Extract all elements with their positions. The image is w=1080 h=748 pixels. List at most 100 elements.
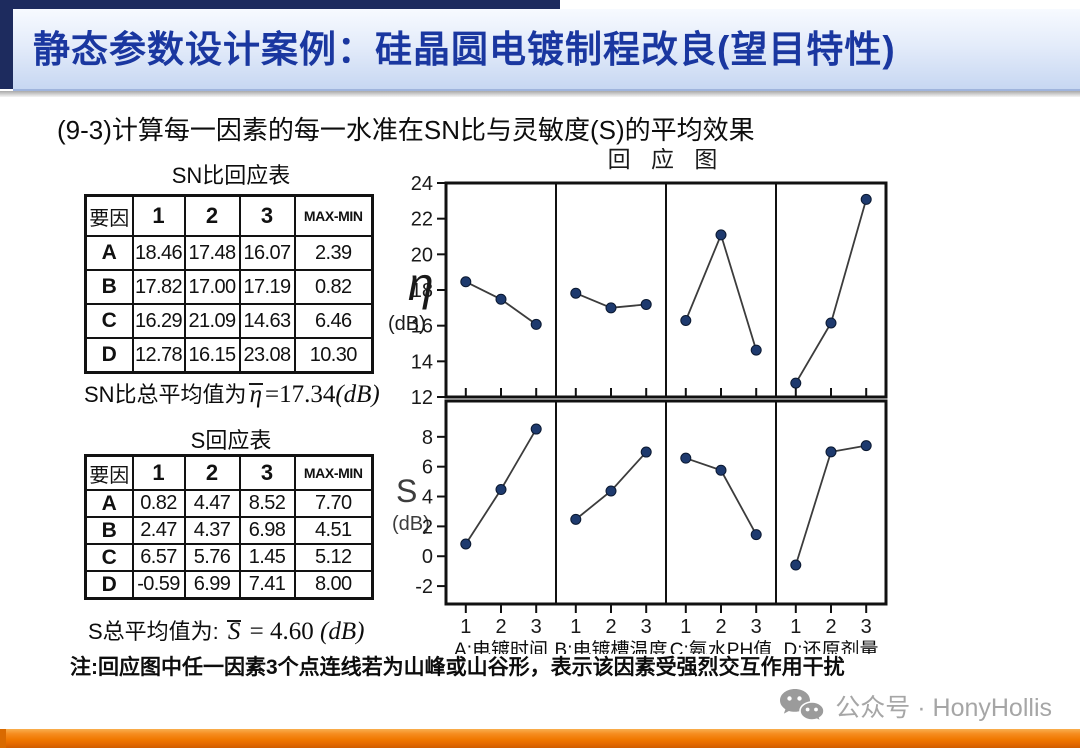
column-header: 3: [238, 194, 296, 237]
data-point: [750, 344, 762, 356]
data-point: [460, 538, 472, 550]
data-point: [460, 276, 472, 288]
column-header: 1: [131, 454, 186, 491]
x-tick-label: 2: [825, 616, 836, 638]
y-tick-label: 16: [411, 316, 433, 338]
value-cell: 12.78: [131, 337, 186, 374]
s-mean-line: S总平均值为: S = 4.60 (dB): [88, 614, 364, 646]
data-point: [750, 529, 762, 541]
table-row: B 17.82 17.00 17.19 0.82: [84, 269, 374, 305]
factor-label-cell: C: [84, 303, 134, 339]
subtitle: (9-3)计算每一因素的每一水准在SN比与灵敏度(S)的平均效果: [57, 115, 755, 145]
factor-label: A:电镀时间: [454, 639, 548, 654]
value-cell: 21.09: [183, 303, 241, 339]
footer: 公众号 · HonyHollis: [779, 688, 1052, 724]
value-cell: 6.98: [238, 516, 296, 545]
y-tick-label: 18: [411, 280, 433, 302]
factor-label-cell: B: [84, 269, 134, 305]
column-header: 1: [131, 194, 186, 237]
table-row: C 16.29 21.09 14.63 6.46: [84, 303, 374, 339]
data-point: [680, 314, 692, 326]
title-box: 静态参数设计案例：硅晶圆电镀制程改良(望目特性): [13, 9, 1080, 91]
y-tick-label: 2: [422, 516, 433, 538]
value-cell: 10.30: [293, 337, 374, 374]
s-response-table: 要因 1 2 3 MAX-MIN A 0.82 4.47 8.52 7.70 B 2.47 4.37 6.…: [84, 454, 374, 600]
value-cell: -0.59: [131, 570, 186, 600]
title-bar: 静态参数设计案例：硅晶圆电镀制程改良(望目特性): [0, 0, 1080, 97]
y-axis-unit-eta: (dB): [388, 313, 426, 335]
data-point: [570, 287, 582, 299]
value-cell: 4.51: [293, 516, 374, 545]
factor-label-cell: D: [84, 570, 134, 600]
table-row: D 12.78 16.15 23.08 10.30: [84, 337, 374, 374]
y-tick-label: 4: [422, 487, 433, 509]
factor-label: D:还原剂量: [783, 639, 878, 654]
value-cell: 16.15: [183, 337, 241, 374]
s-mean-value: = 4.60: [243, 618, 321, 645]
value-cell: 17.82: [131, 269, 186, 305]
y-tick-label: 14: [411, 351, 433, 373]
data-point: [495, 293, 507, 305]
factor-label-cell: C: [84, 543, 134, 572]
table-row: D -0.59 6.99 7.41 8.00: [84, 570, 374, 600]
value-cell: 17.48: [183, 235, 241, 271]
value-cell: 5.12: [293, 543, 374, 572]
eta-bar-symbol: η: [247, 381, 265, 409]
factor-label-cell: D: [84, 337, 134, 374]
value-cell: 4.37: [183, 516, 241, 545]
column-header: 3: [238, 454, 296, 491]
factor-label: B:电镀槽温度: [555, 639, 668, 654]
data-point: [790, 377, 802, 389]
table-header-row: 要因 1 2 3 MAX-MIN: [84, 454, 374, 491]
sn-mean-prefix: SN比总平均值为: [84, 382, 247, 407]
y-axis-unit-s: (dB): [392, 513, 430, 535]
column-header: MAX-MIN: [293, 454, 374, 491]
table-header-row: 要因 1 2 3 MAX-MIN: [84, 194, 374, 237]
sn-mean-line: SN比总平均值为 η =17.34(dB): [84, 377, 380, 409]
value-cell: 18.46: [131, 235, 186, 271]
y-tick-label: 6: [422, 457, 433, 479]
slide-title: 静态参数设计案例：硅晶圆电镀制程改良(望目特性): [33, 29, 896, 70]
series-line: [684, 232, 758, 351]
y-tick-label: 22: [411, 209, 433, 231]
sn-table-title: SN比回应表: [171, 163, 291, 188]
s-mean-prefix: S总平均值为:: [88, 619, 225, 644]
value-cell: 6.46: [293, 303, 374, 339]
column-header: 2: [183, 194, 241, 237]
value-cell: 2.39: [293, 235, 374, 271]
s-bar-symbol: S: [225, 618, 244, 646]
y-tick-label: 20: [411, 244, 433, 266]
value-cell: 1.45: [238, 543, 296, 572]
factor-label-cell: A: [84, 489, 134, 518]
data-point: [530, 423, 542, 435]
value-cell: 8.00: [293, 570, 374, 600]
x-tick-label: 3: [531, 616, 542, 638]
x-tick-label: 2: [495, 616, 506, 638]
series-line: [794, 444, 867, 566]
x-tick-label: 2: [605, 616, 616, 638]
value-cell: 5.76: [183, 543, 241, 572]
column-header: 要因: [84, 194, 134, 237]
x-tick-label: 1: [570, 616, 581, 638]
data-point: [605, 302, 617, 314]
data-point: [860, 193, 872, 205]
column-header: 2: [183, 454, 241, 491]
value-cell: 7.70: [293, 489, 374, 518]
value-cell: 4.47: [183, 489, 241, 518]
data-point: [530, 318, 542, 330]
table-row: C 6.57 5.76 1.45 5.12: [84, 543, 374, 572]
footer-label: 公众号 · HonyHollis: [835, 694, 1052, 722]
value-cell: 16.07: [238, 235, 296, 271]
y-tick-label: 0: [422, 546, 433, 568]
bottom-orange-bar: [0, 729, 1080, 748]
data-point: [860, 440, 872, 452]
x-tick-label: 2: [715, 616, 726, 638]
y-tick-label: -2: [415, 576, 433, 598]
value-cell: 23.08: [238, 337, 296, 374]
data-point: [715, 464, 727, 476]
sn-response-table: 要因 1 2 3 MAX-MIN A 18.46 17.48 16.07 2.39 B 17.82 17…: [84, 194, 374, 374]
value-cell: 8.52: [238, 489, 296, 518]
value-cell: 2.47: [131, 516, 186, 545]
s-mean-unit: (dB): [320, 618, 365, 645]
